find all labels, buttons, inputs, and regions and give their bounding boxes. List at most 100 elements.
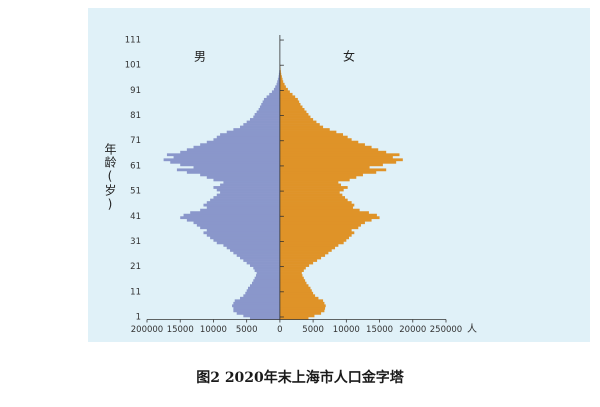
bar: [269, 93, 280, 96]
bar: [257, 111, 280, 114]
bar: [280, 277, 304, 280]
bar: [280, 80, 283, 83]
bar: [240, 126, 280, 129]
bar: [248, 287, 280, 290]
bar: [280, 224, 361, 227]
bar: [280, 163, 383, 166]
x-tick-label: 250000: [430, 325, 462, 335]
bar: [170, 161, 280, 164]
bar: [280, 309, 325, 312]
bar: [210, 199, 280, 202]
bar: [280, 111, 307, 114]
bar: [233, 252, 280, 255]
bar: [243, 314, 280, 317]
bar: [274, 88, 280, 91]
bar: [280, 199, 348, 202]
bar: [230, 249, 280, 252]
bar: [233, 307, 280, 310]
y-tick-label: 71: [130, 136, 141, 146]
bar: [280, 284, 309, 287]
bar: [255, 113, 280, 116]
bar: [233, 302, 280, 305]
bar: [280, 148, 378, 151]
bar: [207, 141, 280, 144]
bar: [197, 224, 280, 227]
bar: [203, 231, 279, 234]
bar: [280, 249, 332, 252]
bar: [200, 173, 280, 176]
bar: [233, 128, 280, 131]
bar: [253, 116, 280, 119]
bar: [213, 179, 279, 182]
y-tick-label: 21: [130, 262, 141, 272]
bar: [247, 262, 280, 265]
bar: [167, 153, 280, 156]
bar: [243, 259, 280, 262]
bar: [210, 236, 280, 239]
bar: [187, 148, 280, 151]
bar: [280, 181, 338, 184]
bar: [280, 191, 340, 194]
bar: [280, 297, 319, 300]
bar: [280, 239, 346, 242]
bar: [280, 156, 393, 159]
bar: [217, 189, 280, 192]
bar: [207, 206, 280, 209]
bar: [194, 166, 280, 169]
bar: [280, 211, 369, 214]
x-axis-label: 人: [467, 323, 477, 335]
bar: [184, 214, 280, 217]
bar: [280, 241, 344, 244]
bar: [280, 302, 325, 305]
bar: [280, 168, 386, 171]
chart-title: 图2 2020年末上海市人口金字塔: [196, 369, 405, 386]
bar: [255, 269, 280, 272]
bar: [200, 226, 280, 229]
bar: [220, 191, 280, 194]
y-tick-label: 41: [130, 212, 141, 222]
bar: [243, 294, 280, 297]
bar: [280, 85, 286, 88]
bar: [256, 274, 280, 277]
bar: [280, 108, 305, 111]
bar: [280, 138, 352, 141]
bar: [277, 83, 280, 86]
bar: [272, 90, 280, 93]
bar: [180, 216, 280, 219]
bar: [194, 146, 280, 149]
bar: [280, 116, 311, 119]
bar: [264, 98, 280, 101]
bar: [217, 194, 280, 197]
bar: [253, 279, 280, 282]
bar: [187, 219, 280, 222]
bar: [240, 297, 280, 300]
bar: [280, 105, 303, 108]
bar: [280, 186, 348, 189]
bar: [280, 98, 298, 101]
bar: [250, 264, 280, 267]
bar: [177, 168, 280, 171]
bar: [280, 173, 363, 176]
bar: [247, 289, 280, 292]
bar: [280, 121, 317, 124]
bar: [245, 292, 280, 295]
bar: [280, 221, 365, 224]
bar: [223, 181, 279, 184]
bar: [247, 121, 280, 124]
bar: [280, 289, 312, 292]
bar: [237, 312, 280, 315]
bar: [280, 113, 309, 116]
bar: [280, 234, 352, 237]
y-tick-label: 51: [130, 187, 141, 197]
bar: [187, 171, 280, 174]
bar: [255, 277, 280, 280]
bar: [280, 262, 313, 265]
bar: [200, 209, 280, 212]
bar: [207, 201, 280, 204]
bar: [280, 252, 329, 255]
bar: [280, 141, 358, 144]
bar: [280, 189, 344, 192]
bar: [280, 294, 315, 297]
